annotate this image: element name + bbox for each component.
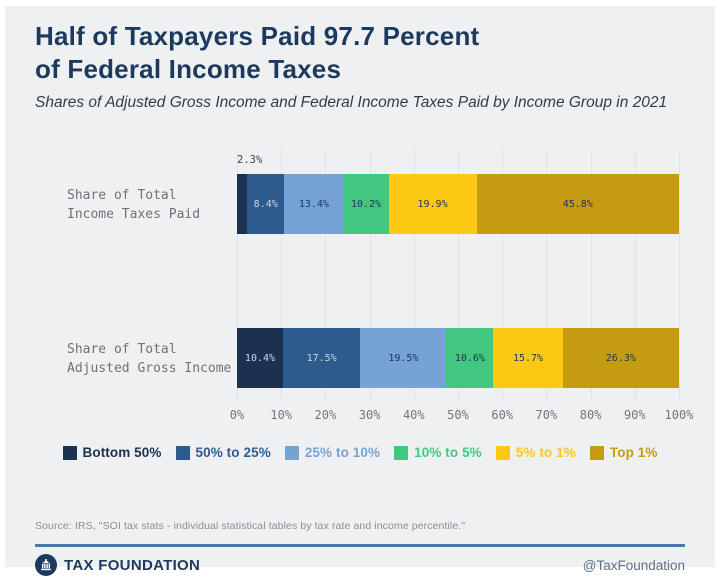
segment-value-label: 17.5%	[306, 352, 337, 364]
axis-tick: 0%	[229, 408, 245, 422]
legend-item: Bottom 50%	[62, 445, 162, 460]
segment-value-label: 19.9%	[417, 198, 448, 210]
bar-income-taxes-paid: 8.4% 13.4% 10.2% 19.9% 45.8%	[237, 174, 679, 234]
bar-segment: 19.9%	[388, 174, 477, 234]
segment-value-label: 45.8%	[562, 198, 593, 210]
gridline	[502, 150, 504, 400]
segment-value-label: 8.4%	[253, 198, 278, 210]
legend-item: 5% to 1%	[495, 445, 576, 460]
brand: TAX FOUNDATION	[35, 554, 200, 576]
twitter-handle: @TaxFoundation	[582, 557, 685, 573]
axis-tick: 70%	[535, 408, 558, 422]
legend-label: 10% to 5%	[414, 445, 482, 460]
legend-swatch	[394, 445, 409, 460]
gridline	[413, 150, 415, 400]
legend-item: Top 1%	[589, 445, 658, 460]
legend-label: 50% to 25%	[195, 445, 271, 460]
page-title-line1: Half of Taxpayers Paid 97.7 Percent	[35, 21, 480, 51]
gridline	[634, 150, 636, 400]
outside-value-label: 2.3%	[237, 154, 263, 166]
segment-value-label: 15.7%	[512, 352, 544, 364]
gridline	[590, 150, 592, 400]
bar-segment: 10.2%	[343, 174, 389, 234]
page-title-line2: of Federal Income Taxes	[35, 54, 342, 84]
footer: TAX FOUNDATION @TaxFoundation	[35, 552, 685, 578]
bar-segment: 15.7%	[493, 328, 563, 388]
axis-tick: 40%	[402, 408, 425, 422]
chart-subtitle: Shares of Adjusted Gross Income and Fede…	[35, 94, 668, 111]
bar-segment: 8.4%	[247, 174, 285, 234]
axis-tick: 60%	[491, 408, 514, 422]
segment-value-label: 13.4%	[298, 198, 329, 210]
category-label-line: Adjusted Gross Income	[67, 361, 232, 376]
bar-adjusted-gross-income: 10.4% 17.5% 19.5% 10.6% 15.7% 26.3%	[237, 328, 679, 388]
category-label-adjusted-gross-income: Share of Total Adjusted Gross Income	[67, 340, 242, 378]
source-note: Source: IRS, "SOI tax stats - individual…	[35, 520, 466, 532]
category-label-line: Income Taxes Paid	[67, 207, 201, 222]
segment-value-label: 26.3%	[605, 352, 636, 364]
legend-swatch	[589, 445, 604, 460]
gridline	[369, 150, 371, 400]
category-label-income-taxes-paid: Share of Total Income Taxes Paid	[67, 186, 242, 224]
legend-label: 5% to 1%	[515, 445, 576, 460]
axis-tick: 100%	[664, 408, 694, 422]
category-label-line: Share of Total	[67, 188, 177, 203]
axis-tick: 50%	[447, 408, 469, 422]
legend-swatch	[495, 445, 510, 460]
gridline	[237, 150, 238, 400]
legend-swatch	[175, 445, 190, 460]
page-title: Half of Taxpayers Paid 97.7 Percent of F…	[35, 20, 479, 86]
bar-segment: 45.8%	[476, 174, 679, 234]
bar-segment: 19.5%	[360, 328, 447, 388]
bar-segment: 10.4%	[237, 328, 283, 388]
legend-label: Bottom 50%	[82, 445, 162, 460]
legend-item: 10% to 5%	[394, 445, 482, 460]
segment-value-label: 10.2%	[350, 198, 382, 210]
capitol-building-icon	[35, 554, 57, 576]
category-label-line: Share of Total	[67, 342, 177, 357]
gridline	[679, 150, 680, 400]
legend: Bottom 50% 50% to 25% 25% to 10% 10% to 5% 5…	[5, 445, 715, 460]
bar-segment: 26.3%	[562, 328, 679, 388]
gridline	[546, 150, 548, 400]
axis-tick: 80%	[579, 408, 602, 422]
brand-name: TAX FOUNDATION	[64, 556, 201, 574]
x-axis: 0% 10% 20% 30% 40% 50% 60% 70% 80% 90% 100%	[230, 408, 694, 424]
bar-segment: 13.4%	[284, 174, 344, 234]
gridline	[281, 150, 283, 400]
gridline	[458, 150, 459, 400]
legend-item: 50% to 25%	[175, 445, 271, 460]
footer-divider	[35, 544, 685, 547]
axis-tick: 30%	[358, 408, 381, 422]
page-card: Half of Taxpayers Paid 97.7 Percent of F…	[5, 6, 715, 576]
bar-segment: 10.6%	[446, 328, 494, 388]
axis-tick: 20%	[314, 408, 337, 422]
segment-value-label: 10.6%	[454, 352, 485, 364]
axis-tick: 10%	[270, 408, 293, 422]
legend-swatch	[62, 445, 77, 460]
segment-value-label: 10.4%	[244, 352, 276, 364]
legend-swatch	[284, 445, 299, 460]
bar-segment	[237, 174, 248, 234]
legend-item: 25% to 10%	[284, 445, 381, 460]
segment-value-label: 19.5%	[388, 352, 419, 364]
legend-label: 25% to 10%	[304, 445, 381, 460]
bar-segment: 17.5%	[282, 328, 361, 388]
legend-label: Top 1%	[609, 445, 658, 460]
chart-plot: 2.3% 8.4% 13.4% 10.2% 19.9% 45.8% 10.4% 17.5%…	[237, 150, 680, 400]
axis-tick: 90%	[623, 408, 646, 422]
gridline	[325, 150, 327, 400]
